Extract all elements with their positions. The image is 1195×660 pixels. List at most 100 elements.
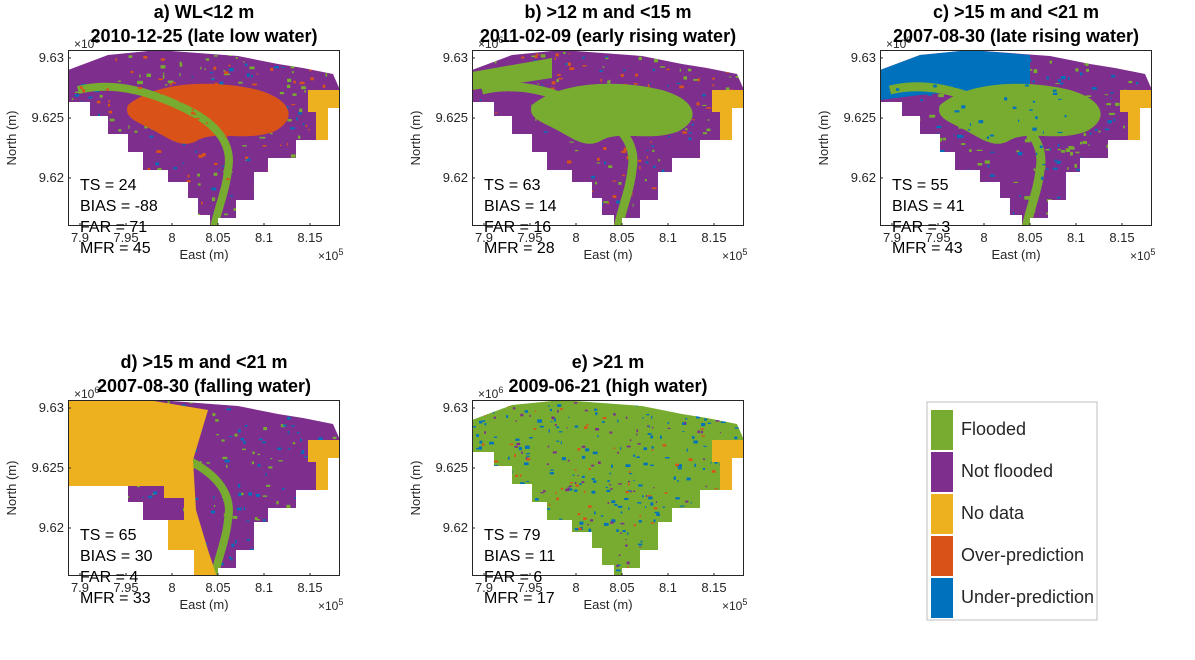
pixel-patch [1075,68,1079,72]
pixel-patch [160,93,162,95]
pixel-patch [602,66,605,68]
pixel-patch [945,194,950,196]
pixel-patch [921,174,924,176]
pixel-patch [887,83,890,85]
pixel-patch [332,414,338,417]
pixel-patch [594,408,598,411]
stat-bias: BIAS = 41 [892,198,965,215]
pixel-patch [638,159,642,162]
pixel-patch [1032,127,1037,131]
pixel-patch [629,439,632,442]
pixel-patch [1098,210,1104,214]
pixel-patch [577,513,581,516]
pixel-patch [302,123,305,126]
pixel-patch [639,515,641,518]
pixel-patch [686,448,688,452]
pixel-patch [643,447,647,451]
pixel-patch [1090,52,1095,55]
pixel-patch [561,567,564,569]
pixel-patch [1087,144,1090,146]
pixel-patch [635,405,638,407]
pixel-patch [72,214,79,216]
pixel-patch [1012,77,1014,82]
pixel-patch [534,55,538,59]
pixel-patch [248,492,252,496]
pixel-patch [520,489,524,491]
x-tick-label: 8 [980,230,987,245]
pixel-patch [560,553,562,557]
pixel-patch [646,156,648,159]
pixel-patch [688,132,692,134]
pixel-patch [1084,174,1087,178]
x-axis-label: East (m) [583,247,632,262]
pixel-patch [592,557,596,560]
pixel-patch [637,443,641,445]
pixel-patch [87,136,92,139]
pixel-patch [329,186,332,190]
no-data-east [1120,90,1152,140]
pixel-patch [642,417,644,419]
panel-title-line2: 2011-02-09 (early rising water) [480,26,736,46]
x-exponent-power: 5 [742,597,747,607]
pixel-patch [584,218,588,220]
pixel-patch [165,558,168,562]
pixel-patch [1126,56,1131,59]
pixel-patch [648,425,650,428]
pixel-patch [1054,159,1057,162]
pixel-patch [325,204,329,207]
axes-box [472,400,744,576]
pixel-patch [654,511,660,514]
panel-title-line1: a) WL<12 m [154,2,255,22]
pixel-patch [1064,115,1067,118]
pixel-patch [691,531,695,533]
pixel-patch [1074,211,1077,215]
pixel-patch [731,529,734,532]
pixel-patch [1029,109,1033,111]
pixel-patch [484,423,487,426]
pixel-patch [1060,219,1065,222]
pixel-patch [633,454,636,457]
pixel-patch [317,556,319,560]
pixel-patch [505,507,509,511]
pixel-patch [123,169,127,171]
pixel-patch [575,484,579,487]
pixel-patch [1024,139,1031,143]
pixel-patch [722,575,726,576]
pixel-patch [1058,79,1061,82]
pixel-patch [535,410,537,412]
pixel-patch [648,219,652,223]
pixel-patch [476,434,480,437]
axes-box [472,50,744,226]
pixel-patch [976,149,983,151]
pixel-patch [506,52,508,55]
pixel-patch [684,174,688,176]
pixel-patch [600,113,605,117]
pixel-patch [482,517,484,519]
x-tick-label: 8.1 [659,230,677,245]
pixel-patch [611,519,616,523]
pixel-patch [1056,196,1061,199]
y-exponent-power: 6 [906,35,911,45]
pixel-patch [1148,181,1151,185]
pixel-patch [654,59,658,63]
pixel-patch [668,136,671,138]
pixel-patch [197,183,201,186]
pixel-patch [993,193,997,197]
stat-bias: BIAS = -88 [80,198,158,215]
pixel-patch [1094,128,1098,131]
no-data-west [68,400,217,576]
pixel-patch [256,73,259,75]
x-tick-label: 8 [168,230,175,245]
pixel-patch [579,521,584,525]
pixel-patch [1113,118,1116,122]
pixel-patch [936,125,942,128]
pixel-patch [609,484,612,486]
legend-label: Not flooded [961,461,1053,481]
stat-far: FAR = 16 [484,219,551,236]
pixel-patch [482,420,486,422]
pixel-patch [936,133,940,136]
pixel-patch [538,54,540,56]
pixel-patch [558,556,564,559]
pixel-patch [1074,163,1077,168]
pixel-patch [590,571,595,574]
